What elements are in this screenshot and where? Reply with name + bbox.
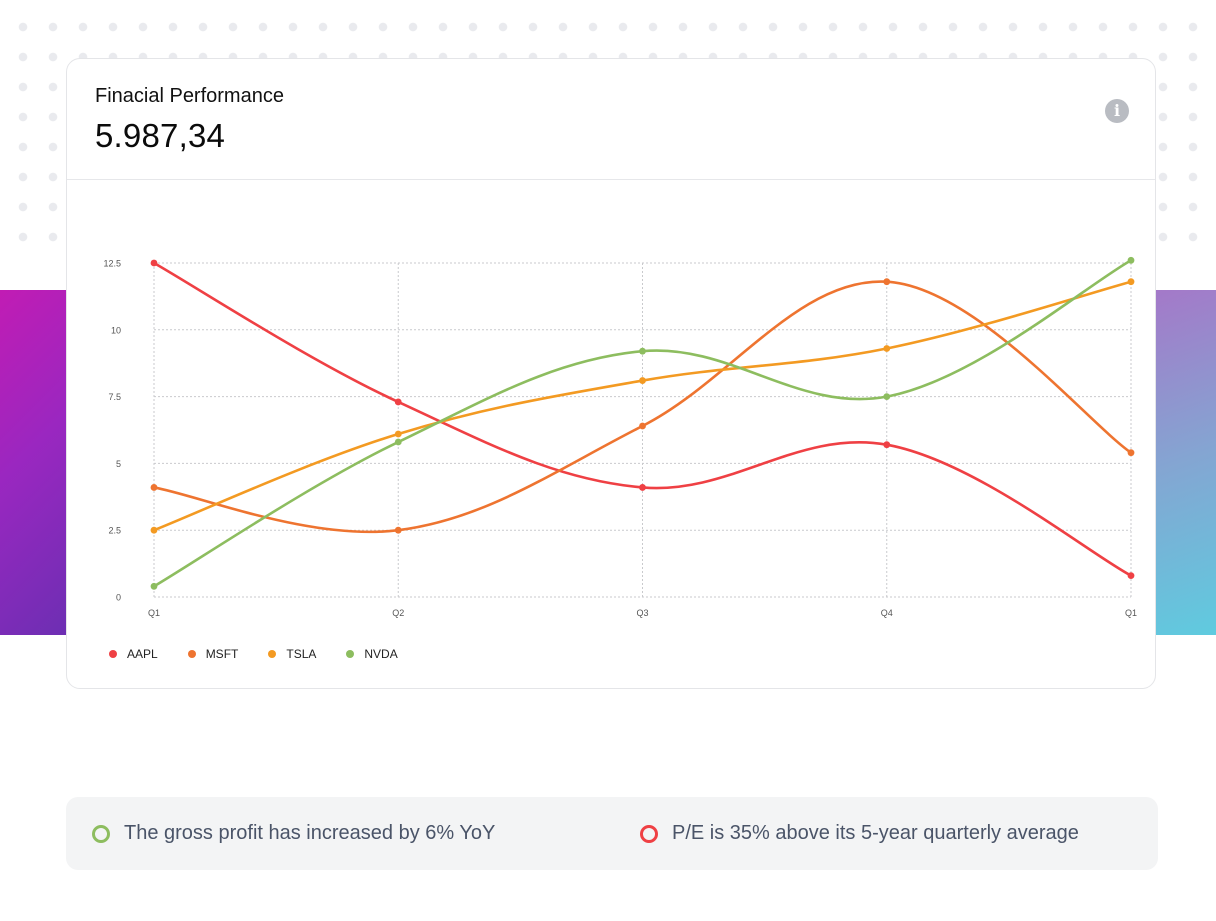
data-point-tsla [1127, 278, 1135, 286]
data-point-aapl [1127, 572, 1135, 580]
series-line-msft [152, 280, 1133, 534]
legend-item-nvda[interactable]: NVDA [346, 647, 398, 661]
data-point-tsla [394, 430, 402, 438]
data-point-nvda [394, 438, 402, 446]
info-icon[interactable]: i [1105, 99, 1129, 123]
legend-label: NVDA [364, 647, 398, 661]
data-point-aapl [883, 441, 891, 449]
data-point-tsla [883, 345, 891, 352]
negative-status-ring-icon [640, 824, 658, 843]
data-point-msft [883, 278, 891, 286]
legend-dot-icon [346, 650, 355, 658]
legend-item-aapl[interactable]: AAPL [109, 647, 158, 661]
insight-pe-ratio: P/E is 35% above its 5-year quarterly av… [640, 797, 1079, 870]
line-chart: 0 2.5 5 7.5 10 12.5 Q1 Q2 Q3 Q4 Q1 [103, 256, 1137, 618]
legend-label: MSFT [205, 647, 239, 661]
x-tick-label: Q3 [636, 608, 648, 618]
legend-dot-icon [187, 650, 196, 658]
legend-dot-icon [109, 650, 117, 658]
y-tick-label: 2.5 [108, 526, 121, 536]
y-tick-label: 10 [111, 325, 121, 335]
data-point-nvda [150, 582, 158, 590]
y-tick-label: 0 [116, 593, 121, 603]
y-tick-label: 5 [116, 459, 121, 469]
data-point-nvda [1127, 256, 1135, 264]
card-value: 5.987,34 [95, 117, 226, 154]
insight-text: The gross profit has increased by 6% YoY [124, 822, 496, 844]
x-tick-label: Q4 [881, 608, 893, 618]
legend-item-tsla[interactable]: TSLA [268, 647, 316, 661]
data-point-aapl [639, 484, 646, 491]
data-point-aapl [394, 398, 402, 406]
insight-gross-profit: The gross profit has increased by 6% YoY [92, 797, 495, 870]
data-point-nvda [639, 347, 646, 355]
insights-bar: The gross profit has increased by 6% YoY… [66, 797, 1158, 870]
legend-label: TSLA [286, 647, 317, 661]
chart-legend: AAPL MSFT TSLA NVDA [109, 647, 428, 661]
legend-item-msft[interactable]: MSFT [187, 647, 239, 661]
x-tick-label: Q1 [1125, 608, 1137, 618]
y-tick-label: 12.5 [103, 259, 121, 269]
data-point-tsla [639, 377, 646, 384]
legend-dot-icon [268, 650, 277, 658]
data-point-msft [639, 422, 646, 430]
card-title: Finacial Performance [95, 85, 284, 107]
data-point-msft [1127, 449, 1135, 457]
legend-label: AAPL [127, 647, 158, 661]
data-point-aapl [150, 259, 158, 267]
data-point-msft [150, 484, 158, 491]
data-point-msft [394, 526, 402, 534]
data-point-tsla [150, 526, 158, 534]
insight-text: P/E is 35% above its 5-year quarterly av… [672, 822, 1079, 844]
card-header: Finacial Performance 5.987,34 i [67, 59, 1155, 180]
y-tick-label: 7.5 [108, 392, 121, 402]
x-tick-label: Q1 [148, 608, 160, 618]
positive-status-ring-icon [92, 824, 110, 843]
x-tick-label: Q2 [392, 608, 404, 618]
financial-performance-card: Finacial Performance 5.987,34 i 0 2.5 5 7.5… [66, 58, 1156, 689]
data-point-nvda [883, 393, 891, 400]
